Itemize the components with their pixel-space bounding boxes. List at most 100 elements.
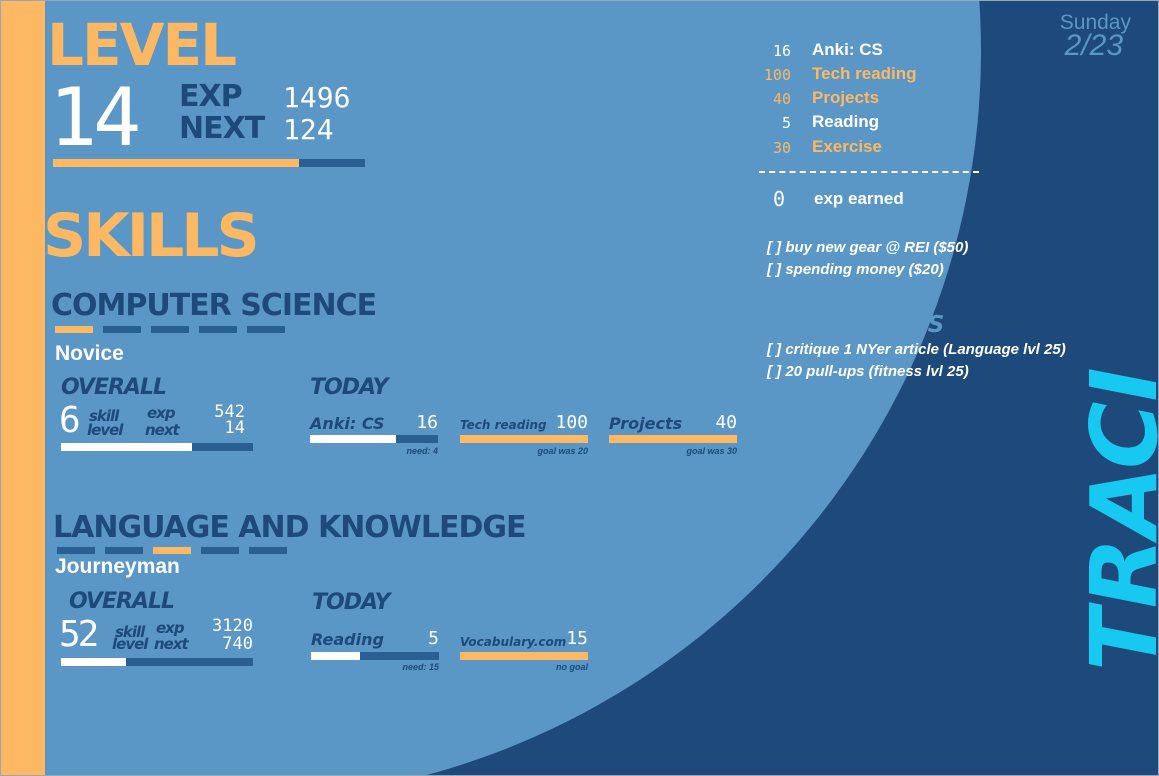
reward-item[interactable]: [ ] buy new gear @ REI ($50) <box>767 239 969 256</box>
activity-progress-fill <box>460 652 588 660</box>
overall-progress-bar <box>61 658 253 666</box>
next-small-label: next <box>145 421 180 439</box>
skill-label: skill <box>89 407 119 425</box>
today-heading: TODAY <box>310 375 388 400</box>
category-title: COMPUTER SCIENCE <box>51 288 377 323</box>
exp-label: EXP <box>179 79 243 114</box>
rank-steps <box>57 547 297 555</box>
activity-progress-bar <box>460 435 588 443</box>
today-row-label: Reading <box>812 112 880 131</box>
side-banner-name: TRACI <box>1071 367 1159 671</box>
rank-step <box>153 547 191 554</box>
exp-small-label: exp <box>156 619 185 637</box>
activity-progress-bar <box>310 435 438 443</box>
boss-battle-item[interactable]: [ ] 20 pull-ups (fitness lvl 25) <box>767 363 969 380</box>
today-row-value: 16 <box>772 42 791 60</box>
skill-label: skill <box>115 623 145 641</box>
activity-label: Vocabulary.com <box>460 635 567 649</box>
level-value: 14 <box>49 71 141 164</box>
activity-value: 40 <box>715 412 737 433</box>
rank-step <box>151 326 189 333</box>
overall-level-value: 6 <box>59 400 81 441</box>
rank-step <box>103 326 141 333</box>
activity-note: goal was 30 <box>686 446 737 456</box>
dashed-divider <box>759 171 979 173</box>
activity-note: goal was 20 <box>537 446 588 456</box>
rank-label: Journeyman <box>55 555 180 578</box>
exp-small-value: 3120 <box>212 616 253 636</box>
overall-heading: OVERALL <box>69 589 175 614</box>
exp-earned-label: exp earned <box>814 189 904 208</box>
category-title: LANGUAGE AND KNOWLEDGE <box>53 510 527 545</box>
rank-label: Novice <box>55 342 124 365</box>
activity-card: Anki: CS 16 need: 4 <box>310 411 438 459</box>
overall-level-value: 52 <box>59 614 99 655</box>
activity-card: Projects 40 goal was 30 <box>609 411 737 459</box>
rank-step <box>247 326 285 333</box>
activity-note: need: 15 <box>402 662 439 672</box>
activity-note: no goal <box>556 662 588 672</box>
overall-heading: OVERALL <box>61 375 167 400</box>
next-small-label: next <box>154 635 189 653</box>
activity-value: 5 <box>428 628 439 649</box>
activity-progress-fill <box>460 435 588 443</box>
boss-battles-title: BOSS BATTLES <box>766 312 944 338</box>
activity-label: Anki: CS <box>310 414 385 433</box>
activity-progress-fill <box>311 652 360 660</box>
today-row-value: 40 <box>772 90 791 108</box>
activity-card: Reading 5 need: 15 <box>311 627 439 673</box>
next-small-value: 740 <box>222 634 253 654</box>
today-row-value: 30 <box>772 139 791 157</box>
rank-step <box>199 326 237 333</box>
next-small-value: 14 <box>224 418 245 438</box>
level-progress-fill <box>53 159 300 167</box>
today-row-label: Projects <box>812 88 880 107</box>
overall-progress-fill <box>61 658 127 666</box>
activity-value: 16 <box>416 412 438 433</box>
exp-small-value: 542 <box>214 402 245 422</box>
today-panel-title: TODAY <box>767 15 854 41</box>
exp-value: 1496 <box>283 81 351 114</box>
rank-steps <box>55 326 295 334</box>
activity-label: Reading <box>311 630 384 649</box>
activity-value: 100 <box>555 412 588 433</box>
level-small-label: level <box>112 635 148 653</box>
exp-earned-value: 0 <box>773 187 786 211</box>
level-progress-bar <box>53 159 365 167</box>
today-heading: TODAY <box>312 590 390 615</box>
skills-title: SKILLS <box>43 201 260 271</box>
rewards-title: REWARDS <box>766 215 889 241</box>
activity-card: Tech reading 100 goal was 20 <box>460 411 588 459</box>
level-small-label: level <box>87 421 123 439</box>
activity-note: need: 4 <box>406 446 438 456</box>
overall-progress-bar <box>61 443 253 451</box>
boss-battle-item[interactable]: [ ] critique 1 NYer article (Language lv… <box>767 341 1066 358</box>
activity-progress-bar <box>609 435 737 443</box>
activity-label: Projects <box>609 414 683 433</box>
activity-value: 15 <box>566 628 588 649</box>
left-accent-bar <box>1 1 45 775</box>
today-row-label: Anki: CS <box>812 40 883 59</box>
today-row-label: Exercise <box>812 137 882 156</box>
overall-progress-fill <box>61 443 192 451</box>
exp-small-label: exp <box>147 404 176 422</box>
activity-card: Vocabulary.com 15 no goal <box>460 627 588 673</box>
rank-step <box>249 547 287 554</box>
next-label: NEXT <box>179 111 265 146</box>
rank-step <box>105 547 143 554</box>
activity-progress-fill <box>609 435 737 443</box>
rank-step <box>201 547 239 554</box>
level-label: LEVEL <box>47 11 237 79</box>
reward-item[interactable]: [ ] spending money ($20) <box>767 261 944 278</box>
day-name: Sunday <box>1059 11 1131 34</box>
rank-step <box>55 326 93 333</box>
next-value: 124 <box>283 113 334 146</box>
today-row-value: 100 <box>763 66 791 84</box>
activity-progress-fill <box>310 435 396 443</box>
today-row-value: 5 <box>781 114 791 132</box>
rank-step <box>57 547 95 554</box>
today-row-label: Tech reading <box>812 64 917 83</box>
activity-label: Tech reading <box>460 418 547 432</box>
activity-progress-bar <box>311 652 439 660</box>
